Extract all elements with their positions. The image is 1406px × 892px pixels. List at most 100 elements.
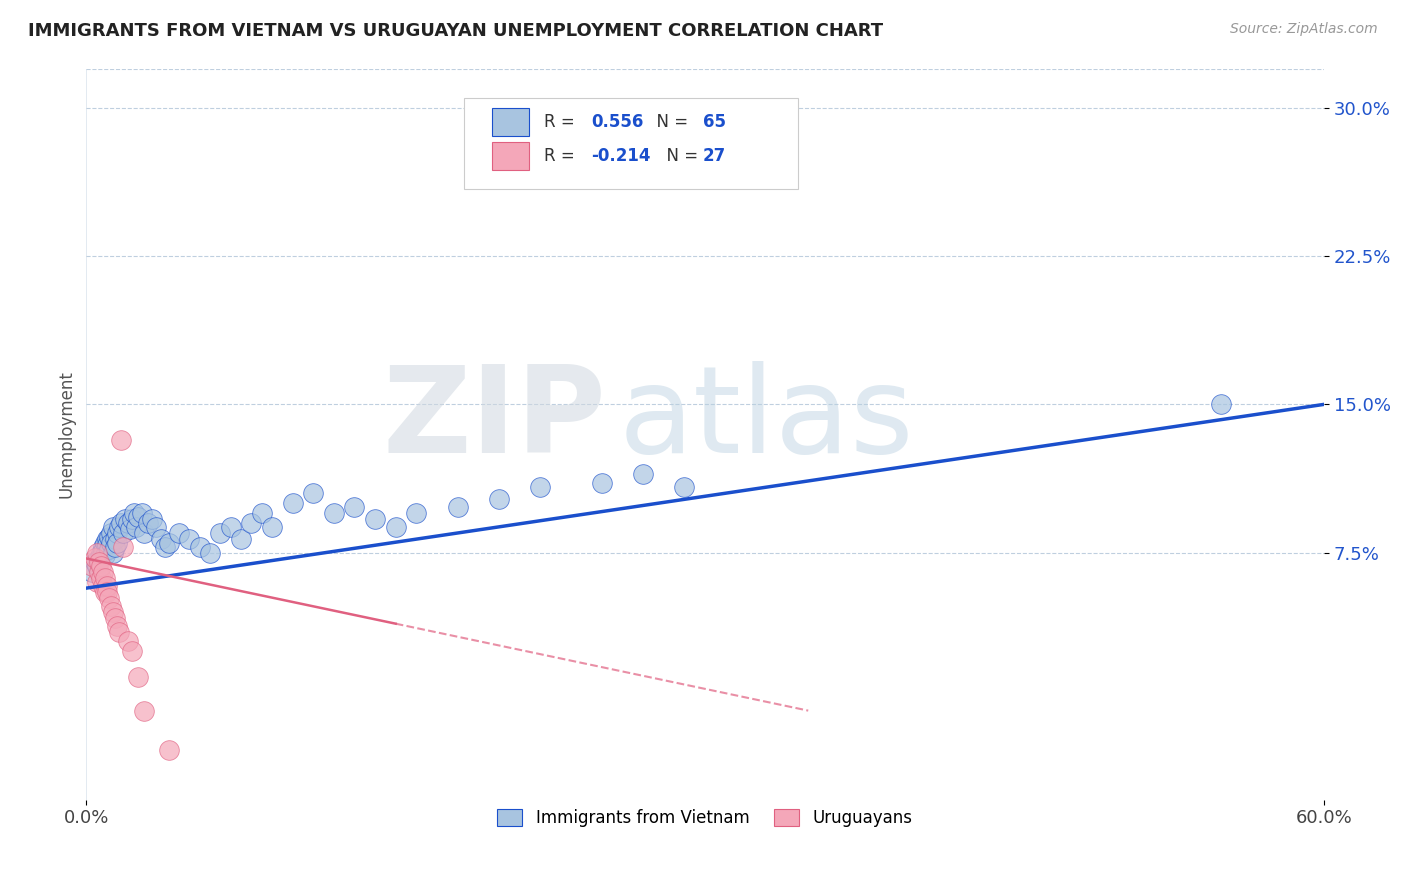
Point <box>302 486 325 500</box>
Point <box>488 492 510 507</box>
Point <box>132 704 155 718</box>
Text: 65: 65 <box>703 113 725 131</box>
Point <box>591 476 613 491</box>
Text: Source: ZipAtlas.com: Source: ZipAtlas.com <box>1230 22 1378 37</box>
Point <box>141 512 163 526</box>
Point <box>114 512 136 526</box>
Point <box>219 520 242 534</box>
Point <box>364 512 387 526</box>
Point <box>94 571 117 585</box>
Point <box>91 566 114 580</box>
Text: R =: R = <box>544 147 581 165</box>
Point <box>117 634 139 648</box>
Point <box>96 579 118 593</box>
Point <box>94 548 117 562</box>
Point <box>105 535 128 549</box>
Point <box>188 540 211 554</box>
Point <box>91 579 114 593</box>
Point <box>94 585 117 599</box>
Point <box>179 532 201 546</box>
Point <box>157 535 180 549</box>
Point <box>145 520 167 534</box>
Text: ZIP: ZIP <box>382 361 606 478</box>
Point <box>87 551 110 566</box>
Point <box>209 525 232 540</box>
Point <box>96 585 118 599</box>
Point <box>98 591 121 605</box>
Point <box>98 530 121 544</box>
Point <box>121 644 143 658</box>
Text: -0.214: -0.214 <box>592 147 651 165</box>
Text: N =: N = <box>645 113 693 131</box>
Y-axis label: Unemployment: Unemployment <box>58 370 75 498</box>
Point <box>631 467 654 481</box>
Point <box>131 506 153 520</box>
Point <box>153 540 176 554</box>
Point <box>104 611 127 625</box>
Point <box>94 535 117 549</box>
Point <box>167 525 190 540</box>
Point <box>87 566 110 580</box>
Point <box>110 516 132 530</box>
Point <box>90 559 112 574</box>
Point <box>108 624 131 639</box>
Point <box>98 541 121 556</box>
FancyBboxPatch shape <box>492 143 529 170</box>
Point <box>83 556 105 570</box>
Point <box>96 532 118 546</box>
Point <box>83 551 105 566</box>
Point <box>104 540 127 554</box>
Point <box>446 500 468 515</box>
Legend: Immigrants from Vietnam, Uruguayans: Immigrants from Vietnam, Uruguayans <box>489 800 921 835</box>
Text: 27: 27 <box>703 147 725 165</box>
Text: R =: R = <box>544 113 581 131</box>
Point <box>112 540 135 554</box>
Point <box>121 512 143 526</box>
Point <box>260 520 283 534</box>
Point <box>86 559 108 574</box>
Point <box>100 525 122 540</box>
Point <box>82 559 104 574</box>
Point <box>101 545 124 559</box>
Point <box>104 532 127 546</box>
Point <box>96 538 118 552</box>
Point <box>100 535 122 549</box>
Point <box>343 500 366 515</box>
Point <box>250 506 273 520</box>
Text: atlas: atlas <box>619 361 914 478</box>
Point <box>91 543 114 558</box>
Point <box>198 545 221 559</box>
Text: 0.556: 0.556 <box>592 113 644 131</box>
Point <box>108 520 131 534</box>
Point <box>149 532 172 546</box>
Point <box>90 545 112 559</box>
Point <box>118 522 141 536</box>
Point <box>105 525 128 540</box>
Point <box>86 575 108 590</box>
Point <box>87 556 110 570</box>
Text: N =: N = <box>655 147 703 165</box>
Point <box>157 743 180 757</box>
FancyBboxPatch shape <box>464 98 799 189</box>
Point <box>240 516 263 530</box>
Point <box>127 510 149 524</box>
Point <box>112 525 135 540</box>
Point <box>105 618 128 632</box>
Point <box>90 571 112 585</box>
Point <box>91 540 114 554</box>
Point <box>132 525 155 540</box>
Point <box>125 520 148 534</box>
Point <box>384 520 406 534</box>
Point <box>322 506 344 520</box>
Point <box>86 545 108 559</box>
Point <box>229 532 252 546</box>
Point <box>90 549 112 564</box>
Point <box>405 506 427 520</box>
Point <box>117 516 139 530</box>
Point <box>529 480 551 494</box>
Point <box>101 605 124 619</box>
Point <box>1209 397 1232 411</box>
FancyBboxPatch shape <box>492 108 529 136</box>
Point <box>127 670 149 684</box>
Point <box>122 506 145 520</box>
